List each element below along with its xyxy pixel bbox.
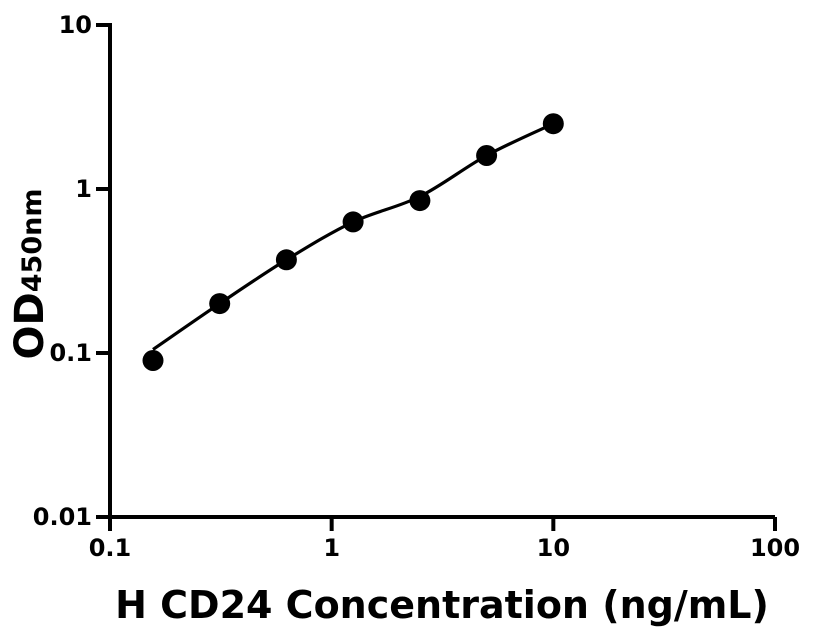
x-tick-label: 10 [537,534,570,562]
data-point-marker [209,293,231,315]
data-point-marker [476,145,498,166]
plot-area: 10 1 0.1 0.01 0.1 1 10 100 [33,11,800,562]
data-point-marker [542,113,564,135]
y-axis-title-subscript: 450nm [17,189,48,293]
y-tick-label: 0.1 [49,339,92,367]
y-tick-label: 0.01 [33,503,92,531]
data-point-marker [275,249,297,271]
data-point-marker [342,211,364,233]
y-axis-title: OD450nm [7,189,53,360]
data-point-marker [409,190,431,212]
x-tick-label: 100 [750,534,800,562]
y-tick-label: 10 [59,11,92,39]
x-tick-label: 0.1 [89,534,132,562]
x-tick-label: 1 [323,534,340,562]
y-tick-label: 1 [75,175,92,203]
data-point-marker [142,350,164,371]
x-axis-title: H CD24 Concentration (ng/mL) [115,583,769,627]
y-axis-title-main: OD [7,292,53,359]
